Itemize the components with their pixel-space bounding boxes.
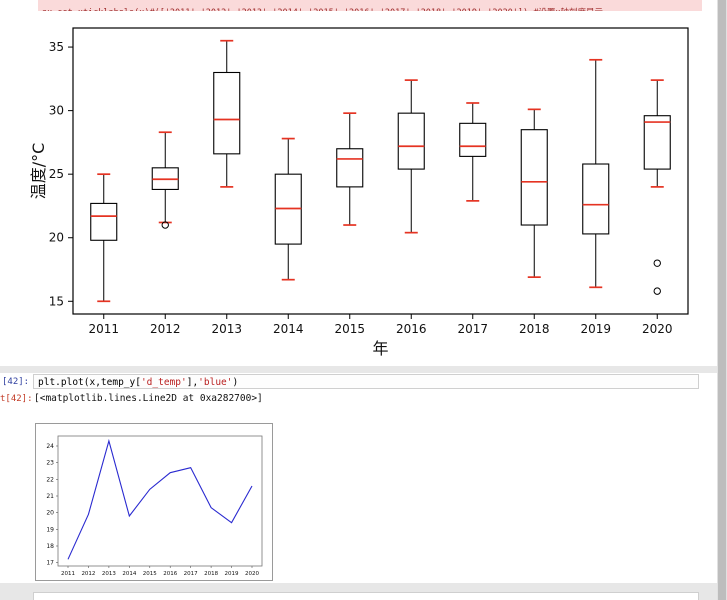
- svg-text:24: 24: [46, 443, 54, 450]
- code-token: plt.plot(x,temp_y[: [38, 377, 141, 388]
- code-input[interactable]: plt.plot(x,temp_y['d_temp'],'blue'): [33, 374, 699, 389]
- svg-text:21: 21: [46, 493, 54, 500]
- svg-text:2019: 2019: [580, 322, 611, 336]
- svg-text:20: 20: [49, 231, 64, 245]
- string-token: 'd_temp': [140, 377, 187, 388]
- highlighted-code-line[interactable]: ax.set_xticklabels(x)#(['2011','2012','2…: [38, 0, 702, 11]
- svg-text:2014: 2014: [122, 571, 136, 577]
- scrollbar-thumb[interactable]: [718, 0, 726, 600]
- svg-text:20: 20: [46, 510, 54, 517]
- svg-text:2019: 2019: [225, 571, 239, 577]
- vertical-scrollbar[interactable]: [717, 0, 727, 600]
- boxplot-cell: ax.set_xticklabels(x)#(['2011','2012','2…: [0, 0, 717, 366]
- boxplot-figure: 15 20 25 30 35 2011 2012 2013 2014 2015 2016 2017 20…: [29, 27, 689, 358]
- svg-text:19: 19: [46, 526, 54, 533]
- string-token: 'blue': [198, 377, 233, 388]
- svg-text:年: 年: [372, 339, 388, 358]
- svg-text:2016: 2016: [396, 322, 427, 336]
- svg-text:22: 22: [46, 476, 54, 483]
- input-prompt: [42]:: [2, 377, 30, 387]
- svg-text:2016: 2016: [163, 571, 177, 577]
- next-cell-partial[interactable]: [33, 592, 699, 600]
- plot-code-cell: [42]: plt.plot(x,temp_y['d_temp'],'blue'…: [0, 373, 717, 583]
- svg-text:15: 15: [49, 294, 64, 308]
- svg-text:18: 18: [46, 543, 54, 550]
- svg-text:2017: 2017: [184, 571, 198, 577]
- svg-text:17: 17: [46, 560, 54, 567]
- svg-text:2013: 2013: [211, 322, 242, 336]
- output-repr-text: [<matplotlib.lines.Line2D at 0xa282700>]: [34, 393, 263, 404]
- svg-text:2013: 2013: [102, 571, 116, 577]
- line-figure: 17 18 19 20 21 22 23 24 2011 2012 2013 2014 2015 2016…: [46, 435, 263, 577]
- svg-text:2014: 2014: [273, 322, 304, 336]
- code-line-text: ax.set_xticklabels(x)#(['2011','2012','2…: [38, 8, 603, 11]
- svg-text:2020: 2020: [245, 571, 259, 577]
- svg-text:2018: 2018: [519, 322, 550, 336]
- svg-text:2015: 2015: [334, 322, 365, 336]
- svg-text:2012: 2012: [150, 322, 181, 336]
- svg-text:2011: 2011: [88, 322, 119, 336]
- svg-text:2012: 2012: [81, 571, 95, 577]
- svg-text:温度/°C: 温度/°C: [29, 143, 48, 200]
- svg-text:2017: 2017: [457, 322, 488, 336]
- svg-text:2011: 2011: [61, 571, 75, 577]
- output-prompt: t[42]:: [0, 394, 33, 404]
- svg-text:35: 35: [49, 40, 64, 54]
- code-token: ): [232, 377, 239, 388]
- svg-text:23: 23: [46, 460, 54, 467]
- svg-text:2020: 2020: [642, 322, 673, 336]
- code-token: ],: [186, 377, 199, 388]
- line-figure-frame: 17 18 19 20 21 22 23 24 2011 2012 2013 2014 2015 2016…: [35, 423, 273, 581]
- svg-text:2018: 2018: [204, 571, 218, 577]
- svg-text:25: 25: [49, 167, 64, 181]
- svg-text:30: 30: [49, 104, 64, 118]
- svg-text:2015: 2015: [143, 571, 157, 577]
